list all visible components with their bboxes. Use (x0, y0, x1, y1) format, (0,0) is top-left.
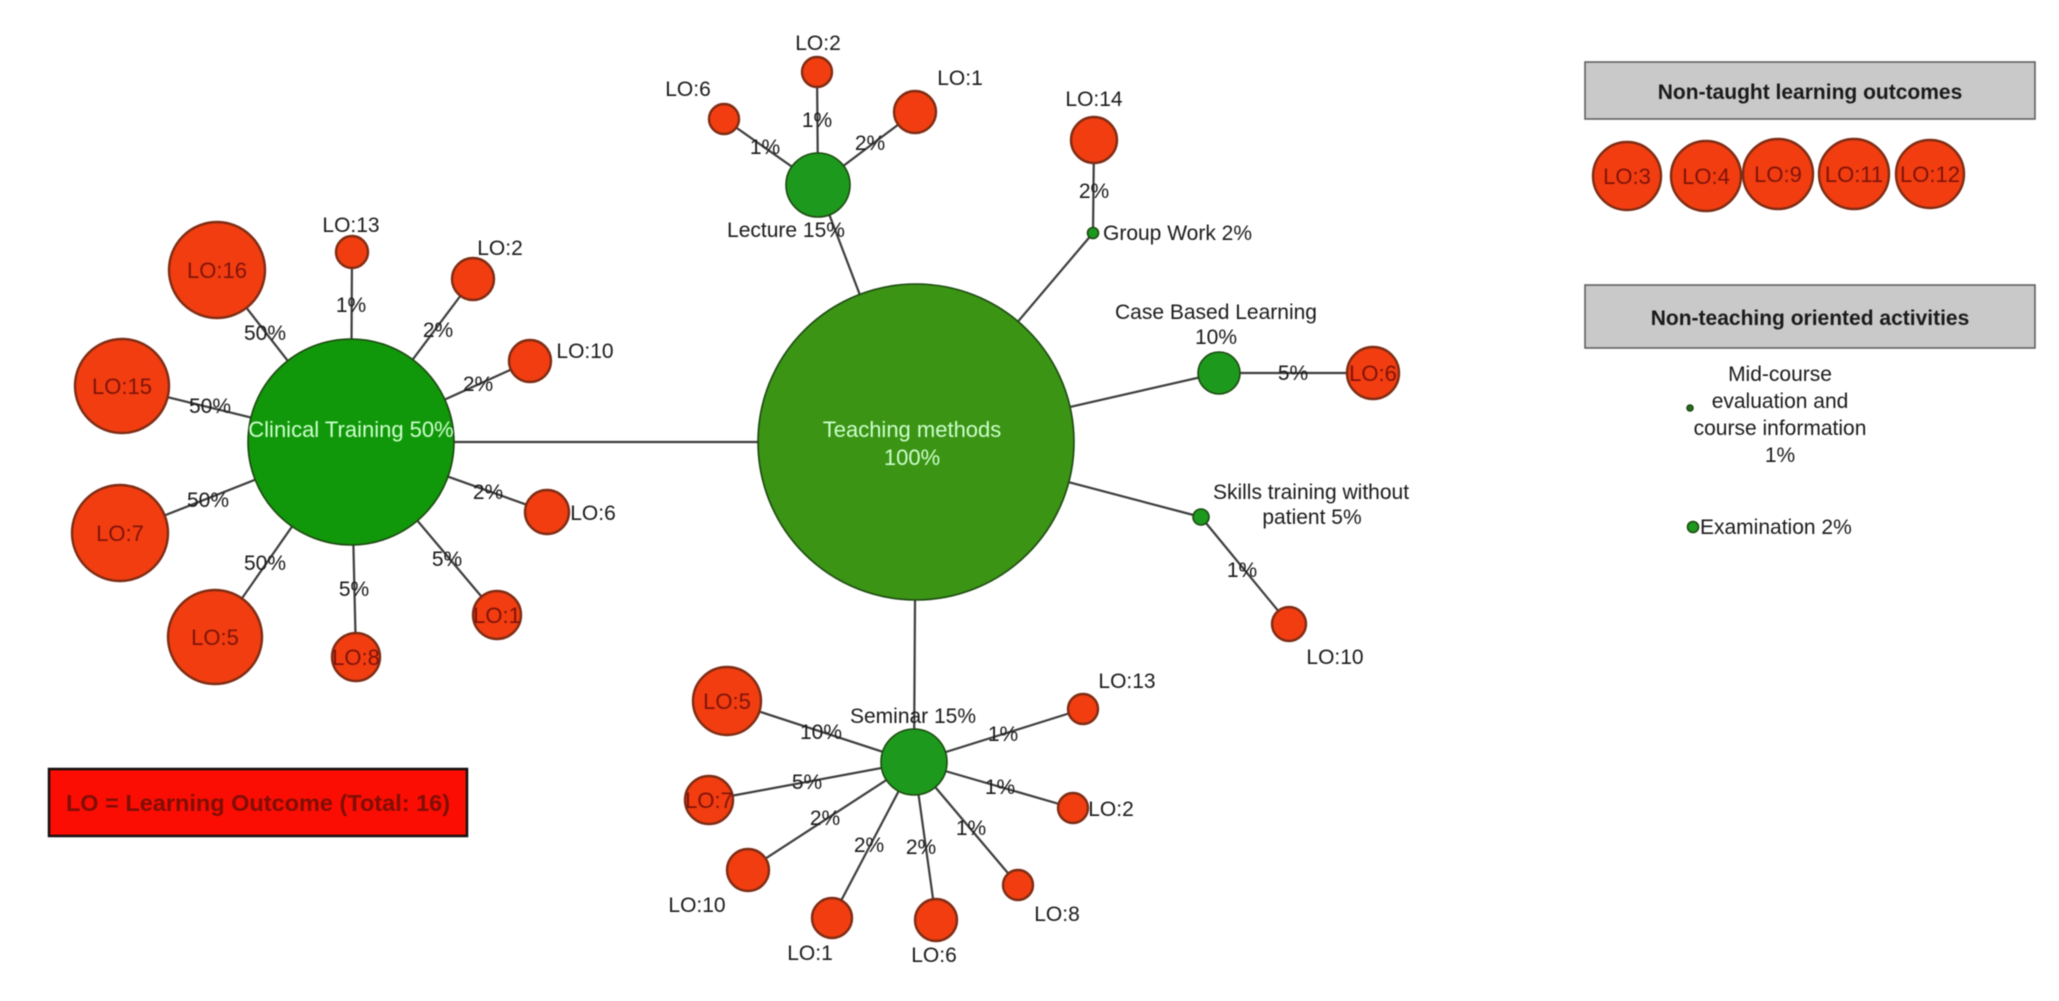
svg-text:LO:13: LO:13 (322, 214, 379, 237)
svg-text:2%: 2% (463, 373, 493, 396)
svg-text:Non-taught learning outcomes: Non-taught learning outcomes (1658, 81, 1963, 104)
svg-text:LO = Learning Outcome (Total:: LO = Learning Outcome (Total: 16) (66, 790, 450, 816)
svg-text:LO:1: LO:1 (787, 942, 833, 965)
svg-text:1%: 1% (336, 294, 366, 317)
svg-text:LO:7: LO:7 (685, 788, 733, 813)
svg-text:LO:6: LO:6 (570, 502, 616, 525)
svg-text:LO:9: LO:9 (1754, 162, 1802, 187)
svg-text:10%: 10% (1195, 326, 1237, 349)
svg-text:LO:3: LO:3 (1603, 164, 1651, 189)
svg-text:2%: 2% (1079, 180, 1109, 203)
svg-text:Skills training without: Skills training without (1213, 481, 1409, 504)
svg-text:2%: 2% (810, 807, 840, 830)
svg-text:Group Work 2%: Group Work 2% (1103, 222, 1252, 245)
svg-text:LO:10: LO:10 (556, 340, 613, 363)
svg-text:LO:4: LO:4 (1682, 164, 1730, 189)
svg-text:LO:2: LO:2 (795, 32, 841, 55)
svg-text:LO:5: LO:5 (191, 625, 239, 650)
svg-text:2%: 2% (473, 481, 503, 504)
svg-text:course information: course information (1694, 417, 1867, 440)
svg-text:1%: 1% (985, 776, 1015, 799)
svg-text:Clinical Training 50%: Clinical Training 50% (248, 417, 453, 442)
svg-text:LO:2: LO:2 (1088, 798, 1134, 821)
svg-text:Case Based Learning: Case Based Learning (1115, 301, 1317, 324)
svg-text:5%: 5% (432, 548, 462, 571)
svg-text:LO:1: LO:1 (937, 67, 983, 90)
svg-text:LO:5: LO:5 (703, 689, 751, 714)
svg-text:LO:13: LO:13 (1098, 670, 1155, 693)
svg-text:Seminar 15%: Seminar 15% (850, 705, 976, 728)
svg-text:LO:7: LO:7 (96, 521, 144, 546)
svg-text:evaluation and: evaluation and (1712, 390, 1849, 413)
svg-text:Non-teaching oriented activiti: Non-teaching oriented activities (1651, 307, 1970, 330)
svg-text:2%: 2% (423, 319, 453, 342)
svg-text:10%: 10% (800, 721, 842, 744)
svg-text:LO:12: LO:12 (1900, 162, 1960, 187)
svg-text:5%: 5% (792, 771, 822, 794)
svg-text:LO:6: LO:6 (1349, 361, 1397, 386)
svg-text:LO:8: LO:8 (332, 645, 380, 670)
svg-text:2%: 2% (854, 834, 884, 857)
svg-text:LO:10: LO:10 (1306, 646, 1363, 669)
svg-text:2%: 2% (906, 836, 936, 859)
svg-text:1%: 1% (988, 723, 1018, 746)
svg-text:Mid-course: Mid-course (1728, 363, 1832, 386)
svg-text:100%: 100% (884, 445, 940, 470)
svg-text:LO:14: LO:14 (1065, 88, 1123, 111)
svg-text:Examination 2%: Examination 2% (1700, 516, 1852, 539)
svg-text:5%: 5% (1278, 362, 1308, 385)
svg-text:LO:1: LO:1 (473, 603, 521, 628)
svg-text:1%: 1% (1765, 444, 1795, 467)
svg-text:LO:2: LO:2 (477, 237, 523, 260)
svg-text:patient 5%: patient 5% (1262, 506, 1361, 529)
svg-text:5%: 5% (339, 578, 369, 601)
svg-text:LO:16: LO:16 (187, 258, 247, 283)
svg-text:1%: 1% (956, 817, 986, 840)
svg-text:Lecture 15%: Lecture 15% (727, 219, 845, 242)
svg-text:1%: 1% (1227, 559, 1257, 582)
svg-text:2%: 2% (855, 132, 885, 155)
svg-text:50%: 50% (187, 489, 229, 512)
svg-text:LO:8: LO:8 (1034, 903, 1080, 926)
svg-text:LO:6: LO:6 (665, 78, 711, 101)
svg-text:LO:6: LO:6 (911, 944, 957, 967)
svg-text:Teaching methods: Teaching methods (823, 417, 1002, 442)
svg-text:1%: 1% (802, 109, 832, 132)
svg-text:1%: 1% (750, 136, 780, 159)
svg-text:50%: 50% (244, 552, 286, 575)
svg-text:50%: 50% (244, 322, 286, 345)
svg-text:LO:15: LO:15 (92, 374, 152, 399)
svg-text:LO:11: LO:11 (1825, 162, 1883, 187)
svg-text:50%: 50% (189, 395, 231, 418)
svg-text:LO:10: LO:10 (668, 894, 725, 917)
